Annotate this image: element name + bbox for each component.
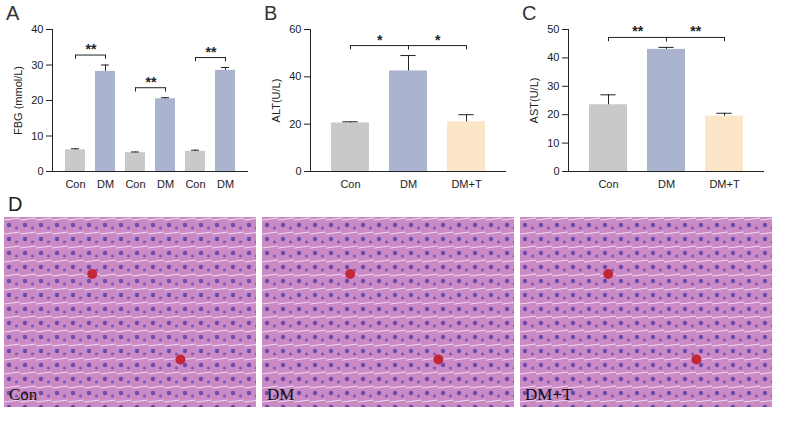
svg-text:40: 40 xyxy=(289,70,301,82)
svg-text:20: 20 xyxy=(547,108,559,120)
html-text:D: D xyxy=(8,193,23,215)
svg-text:*: * xyxy=(435,32,441,48)
svg-text:30: 30 xyxy=(31,59,43,71)
svg-text:10: 10 xyxy=(31,130,43,142)
svg-text:Con: Con xyxy=(65,178,85,190)
html-text:B: B xyxy=(264,2,278,24)
svg-text:DM: DM xyxy=(400,178,417,190)
svg-text:0: 0 xyxy=(295,165,301,177)
svg-text:**: ** xyxy=(690,23,701,39)
svg-text:DM+T: DM+T xyxy=(709,178,740,190)
svg-text:DM+T: DM+T xyxy=(525,385,573,404)
svg-text:0: 0 xyxy=(553,165,559,177)
html-text:A: A xyxy=(6,2,20,24)
svg-text:DM: DM xyxy=(658,178,675,190)
html-text:C: C xyxy=(522,2,537,24)
svg-text:20: 20 xyxy=(289,118,301,130)
svg-text:40: 40 xyxy=(31,23,43,35)
svg-text:Con: Con xyxy=(598,178,618,190)
svg-text:**: ** xyxy=(632,23,643,39)
svg-text:**: ** xyxy=(85,41,96,57)
svg-text:0: 0 xyxy=(37,165,43,177)
svg-text:Con: Con xyxy=(9,385,38,404)
svg-text:**: ** xyxy=(145,74,156,90)
svg-text:DM: DM xyxy=(97,178,114,190)
svg-text:DM+T: DM+T xyxy=(451,178,482,190)
svg-text:50: 50 xyxy=(547,23,559,35)
svg-text:10: 10 xyxy=(547,137,559,149)
svg-text:60: 60 xyxy=(289,23,301,35)
svg-text:DM: DM xyxy=(217,178,234,190)
svg-text:**: ** xyxy=(205,44,216,60)
svg-text:Con: Con xyxy=(125,178,145,190)
svg-text:Con: Con xyxy=(340,178,360,190)
svg-text:20: 20 xyxy=(31,94,43,106)
svg-text:DM: DM xyxy=(157,178,174,190)
svg-text:30: 30 xyxy=(547,80,559,92)
svg-text:ALT(U/L): ALT(U/L) xyxy=(270,79,282,123)
svg-text:DM: DM xyxy=(267,385,294,404)
svg-text:*: * xyxy=(377,32,383,48)
svg-text:40: 40 xyxy=(547,51,559,63)
svg-text:FBG (mmol/L): FBG (mmol/L) xyxy=(12,66,24,135)
svg-text:Con: Con xyxy=(185,178,205,190)
svg-text:AST(U/L): AST(U/L) xyxy=(528,78,540,124)
